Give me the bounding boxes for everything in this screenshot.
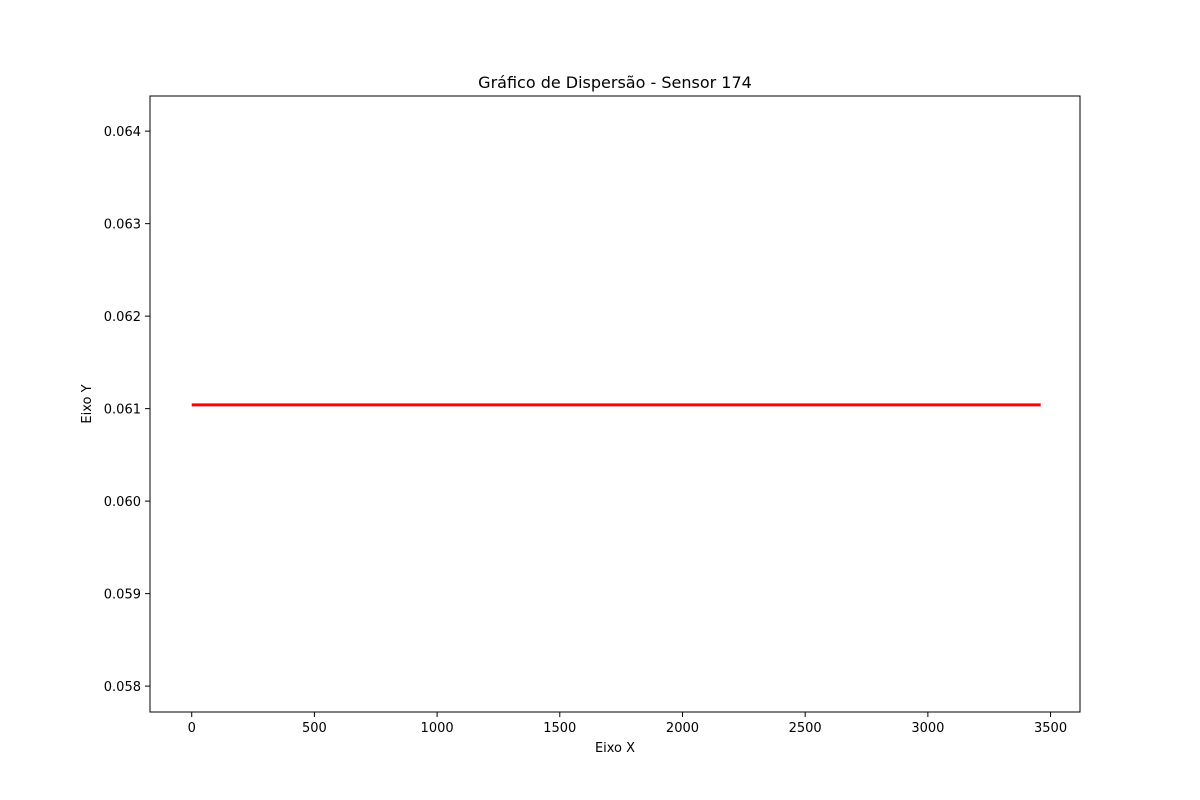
x-tick-label: 3500 [1034, 721, 1067, 736]
y-tick-label: 0.061 [104, 403, 141, 418]
x-tick-label: 3000 [911, 721, 944, 736]
x-tick-label: 2500 [789, 721, 822, 736]
x-axis-label: Eixo X [595, 741, 635, 756]
x-tick-label: 2000 [666, 721, 699, 736]
y-tick-label: 0.058 [104, 680, 141, 695]
y-axis: 0.058 0.059 0.060 0.061 0.062 0.063 0.064 [104, 125, 150, 695]
axes-frame [149, 95, 1081, 713]
y-tick-label: 0.063 [104, 218, 141, 233]
y-tick-label: 0.062 [104, 310, 141, 325]
y-tick-label: 0.060 [104, 495, 141, 510]
x-tick-label: 0 [188, 721, 196, 736]
y-tick-label: 0.064 [104, 125, 141, 140]
y-tick-label: 0.059 [104, 588, 141, 603]
x-tick-label: 500 [302, 721, 327, 736]
x-tick-label: 1500 [543, 721, 576, 736]
x-tick-label: 1000 [421, 721, 454, 736]
y-axis-label: Eixo Y [80, 384, 95, 423]
chart-title: Gráfico de Dispersão - Sensor 174 [478, 73, 752, 92]
x-axis: 0 500 1000 1500 2000 2500 3000 3500 [188, 712, 1067, 736]
